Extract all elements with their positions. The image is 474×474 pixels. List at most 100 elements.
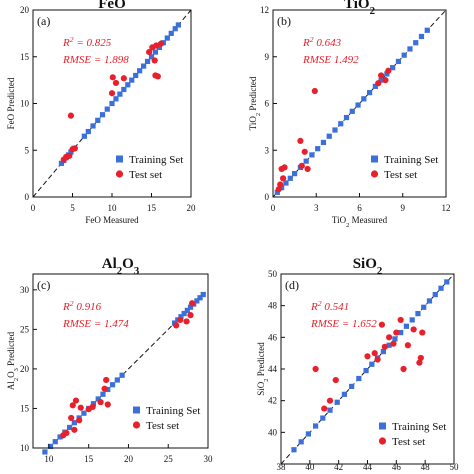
test-point <box>279 175 287 182</box>
test-point <box>151 57 158 64</box>
y-tick-label: 5 <box>25 145 30 155</box>
legend-test-label: Test set <box>384 169 417 181</box>
training-point <box>361 96 367 102</box>
training-point <box>200 291 206 298</box>
x-tick-label: 48 <box>421 462 431 472</box>
y-tick-label: 44 <box>268 364 278 374</box>
x-tick-label: 0 <box>271 203 276 213</box>
test-point <box>66 152 73 159</box>
training-point <box>148 54 155 60</box>
training-point <box>356 375 362 382</box>
test-point <box>326 397 334 404</box>
panel-title: Al2O3 <box>102 256 140 277</box>
r2-text: R2 = 0.825 <box>62 35 112 50</box>
x-tick-label: 6 <box>357 203 362 213</box>
x-tick-label: 5 <box>70 203 75 213</box>
legend-square-icon <box>133 406 140 414</box>
training-point <box>90 401 97 407</box>
y-axis-label: TiO2 Predicted <box>248 76 262 130</box>
test-point <box>275 186 282 193</box>
training-point <box>187 304 194 310</box>
legend-test-label: Test set <box>146 420 179 432</box>
test-point <box>404 342 411 349</box>
training-point <box>313 423 319 429</box>
test-point <box>371 350 378 357</box>
test-point <box>89 403 96 410</box>
test-point <box>312 365 319 373</box>
training-point <box>392 336 398 342</box>
rmse-text: RMSE 1.492 <box>302 54 359 66</box>
legend-training-label: Training Set <box>384 154 438 166</box>
legend-training-label: Training Set <box>392 421 446 433</box>
training-point <box>184 307 190 313</box>
training-point <box>369 361 375 367</box>
y-tick-label: 0 <box>25 192 30 202</box>
training-point <box>327 407 333 413</box>
test-point <box>386 334 393 341</box>
training-point <box>121 86 127 93</box>
test-point <box>397 316 404 324</box>
test-point <box>321 405 328 412</box>
training-point <box>403 323 410 329</box>
test-point <box>188 300 196 307</box>
x-tick-label: 15 <box>147 203 157 213</box>
test-point <box>108 90 116 97</box>
training-point <box>326 133 332 139</box>
training-point <box>279 185 285 191</box>
test-point <box>72 397 80 404</box>
panel-3: 10 15 20 25 30 10 15 20 25 30 Al2O3 (c) R2 0.916 RMSE… <box>6 256 213 464</box>
training-point <box>363 367 369 374</box>
training-point <box>175 22 181 28</box>
y-tick-label: 12 <box>260 5 269 15</box>
training-point <box>409 317 415 323</box>
training-point <box>85 128 91 135</box>
panel-1: 0 5 10 15 20 0 5 10 15 20 FeO (a) R2 = 0.825 RMSE = 1… <box>6 0 196 225</box>
test-point <box>400 365 407 373</box>
training-point <box>384 71 390 77</box>
test-point <box>301 148 308 155</box>
training-point <box>305 431 311 437</box>
training-point <box>156 44 162 50</box>
test-point <box>374 356 381 363</box>
legend-circle-icon <box>378 437 387 445</box>
training-point <box>197 295 203 301</box>
training-point <box>274 189 280 195</box>
training-point <box>355 102 361 108</box>
y-tick-label: 10 <box>20 99 30 109</box>
legend-test-label: Test set <box>129 169 162 181</box>
x-tick-label: 30 <box>204 454 214 464</box>
y-tick-label: 48 <box>268 301 278 311</box>
panel-title: SiO2 <box>353 256 383 277</box>
legend-test-label: Test set <box>392 436 425 448</box>
x-tick-label: 42 <box>334 462 343 472</box>
training-point <box>390 65 396 71</box>
training-point <box>309 152 315 158</box>
panel-label: (b) <box>277 14 291 28</box>
y-tick-label: 20 <box>20 364 30 374</box>
training-point <box>380 348 386 355</box>
test-point <box>183 318 190 325</box>
training-point <box>133 72 139 79</box>
training-point <box>172 26 178 32</box>
training-point <box>125 82 131 88</box>
training-point <box>292 171 298 177</box>
legend-circle-icon <box>370 170 379 178</box>
rmse-text: RMSE = 1.474 <box>62 318 129 330</box>
training-point <box>168 30 174 36</box>
test-point <box>109 74 116 81</box>
test-point <box>419 329 426 336</box>
y-axis-label: FeO Predicted <box>6 77 16 129</box>
training-point <box>113 96 119 102</box>
training-point <box>349 108 355 114</box>
legend-circle-icon <box>132 421 141 429</box>
training-point <box>413 40 419 46</box>
test-point <box>71 145 78 152</box>
training-point <box>164 35 170 41</box>
training-point <box>320 139 327 146</box>
y-tick-label: 42 <box>268 396 277 406</box>
training-point <box>66 424 73 431</box>
legend-training-label: Training Set <box>129 154 183 166</box>
test-point <box>112 79 120 87</box>
training-point <box>194 298 200 304</box>
